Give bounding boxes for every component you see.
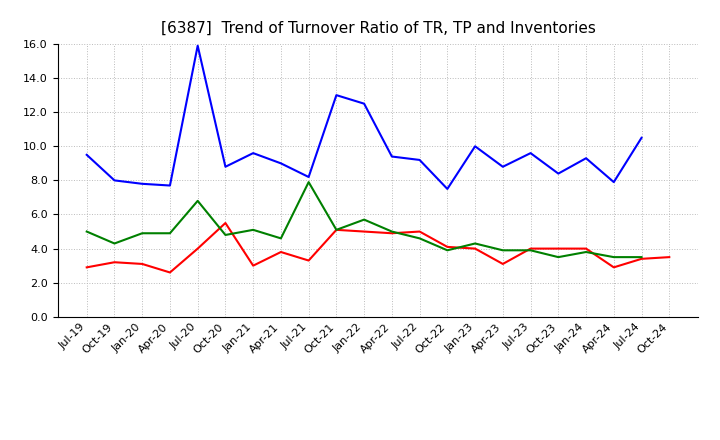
Trade Receivables (249, 263, 258, 268)
Trade Payables (637, 135, 646, 140)
Trade Receivables (332, 227, 341, 232)
Trade Payables (526, 150, 535, 156)
Trade Payables (498, 164, 507, 169)
Inventories (582, 249, 590, 255)
Line: Inventories: Inventories (86, 182, 642, 257)
Inventories (443, 248, 451, 253)
Trade Receivables (221, 220, 230, 226)
Trade Payables (166, 183, 174, 188)
Trade Payables (360, 101, 369, 106)
Inventories (332, 227, 341, 232)
Inventories (82, 229, 91, 234)
Trade Payables (332, 92, 341, 98)
Trade Payables (138, 181, 147, 187)
Inventories (526, 248, 535, 253)
Trade Payables (443, 186, 451, 191)
Trade Payables (110, 178, 119, 183)
Inventories (276, 236, 285, 241)
Trade Payables (249, 150, 258, 156)
Trade Payables (305, 174, 313, 180)
Trade Receivables (582, 246, 590, 251)
Trade Receivables (637, 256, 646, 261)
Trade Receivables (276, 249, 285, 255)
Trade Payables (609, 180, 618, 185)
Trade Receivables (526, 246, 535, 251)
Title: [6387]  Trend of Turnover Ratio of TR, TP and Inventories: [6387] Trend of Turnover Ratio of TR, TP… (161, 21, 595, 36)
Trade Payables (415, 158, 424, 163)
Trade Payables (471, 143, 480, 149)
Inventories (637, 254, 646, 260)
Inventories (387, 229, 396, 234)
Inventories (471, 241, 480, 246)
Inventories (415, 236, 424, 241)
Trade Receivables (194, 246, 202, 251)
Inventories (194, 198, 202, 203)
Trade Receivables (110, 260, 119, 265)
Trade Receivables (554, 246, 562, 251)
Inventories (609, 254, 618, 260)
Trade Receivables (387, 231, 396, 236)
Inventories (221, 232, 230, 238)
Trade Receivables (498, 261, 507, 267)
Inventories (166, 231, 174, 236)
Trade Payables (276, 161, 285, 166)
Trade Receivables (443, 244, 451, 249)
Inventories (498, 248, 507, 253)
Inventories (360, 217, 369, 222)
Inventories (249, 227, 258, 232)
Trade Payables (554, 171, 562, 176)
Trade Receivables (665, 254, 674, 260)
Trade Receivables (360, 229, 369, 234)
Trade Receivables (305, 258, 313, 263)
Trade Payables (194, 43, 202, 48)
Trade Payables (582, 156, 590, 161)
Trade Receivables (82, 265, 91, 270)
Inventories (110, 241, 119, 246)
Inventories (305, 180, 313, 185)
Line: Trade Payables: Trade Payables (86, 46, 642, 189)
Trade Payables (221, 164, 230, 169)
Trade Receivables (471, 246, 480, 251)
Trade Receivables (138, 261, 147, 267)
Inventories (138, 231, 147, 236)
Trade Payables (387, 154, 396, 159)
Trade Receivables (609, 265, 618, 270)
Trade Receivables (415, 229, 424, 234)
Trade Receivables (166, 270, 174, 275)
Trade Payables (82, 152, 91, 158)
Inventories (554, 254, 562, 260)
Line: Trade Receivables: Trade Receivables (86, 223, 670, 272)
